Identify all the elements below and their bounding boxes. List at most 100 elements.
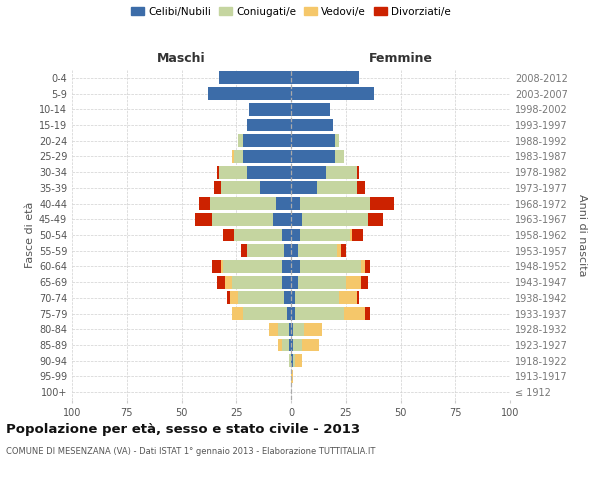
Bar <box>238 134 243 147</box>
Bar <box>275 197 291 210</box>
Text: Femmine: Femmine <box>368 52 433 65</box>
Bar <box>284 244 291 257</box>
Bar <box>361 276 368 288</box>
Bar <box>291 260 300 273</box>
Bar <box>357 166 359 178</box>
Bar <box>282 228 291 241</box>
Bar <box>370 197 394 210</box>
Bar <box>368 213 383 226</box>
Bar <box>219 166 247 178</box>
Bar <box>241 244 247 257</box>
Bar <box>298 276 346 288</box>
Bar <box>247 118 291 132</box>
Bar <box>247 244 284 257</box>
Bar <box>232 150 234 163</box>
Bar <box>269 323 278 336</box>
Bar <box>274 213 291 226</box>
Bar <box>278 323 289 336</box>
Bar <box>291 276 298 288</box>
Bar <box>223 260 282 273</box>
Bar <box>232 276 282 288</box>
Bar <box>291 307 295 320</box>
Bar <box>337 244 341 257</box>
Bar <box>293 323 304 336</box>
Bar <box>234 228 282 241</box>
Bar <box>291 228 300 241</box>
Bar <box>238 292 284 304</box>
Bar <box>365 260 370 273</box>
Bar <box>300 260 361 273</box>
Bar <box>295 292 339 304</box>
Bar <box>291 244 298 257</box>
Bar <box>289 323 291 336</box>
Bar <box>335 134 339 147</box>
Bar <box>230 292 238 304</box>
Bar <box>302 213 368 226</box>
Bar <box>243 307 287 320</box>
Bar <box>282 338 289 351</box>
Bar <box>199 197 210 210</box>
Bar <box>291 103 331 116</box>
Bar <box>221 182 260 194</box>
Bar <box>346 276 361 288</box>
Bar <box>293 354 295 367</box>
Bar <box>300 228 350 241</box>
Bar <box>194 213 212 226</box>
Text: COMUNE DI MESENZANA (VA) - Dati ISTAT 1° gennaio 2013 - Elaborazione TUTTITALIA.: COMUNE DI MESENZANA (VA) - Dati ISTAT 1°… <box>6 448 376 456</box>
Bar <box>291 213 302 226</box>
Y-axis label: Fasce di età: Fasce di età <box>25 202 35 268</box>
Bar <box>250 103 291 116</box>
Bar <box>291 338 293 351</box>
Bar <box>232 307 243 320</box>
Bar <box>214 182 221 194</box>
Bar <box>226 276 232 288</box>
Bar <box>291 370 293 383</box>
Text: Popolazione per età, sesso e stato civile - 2013: Popolazione per età, sesso e stato civil… <box>6 422 360 436</box>
Bar <box>212 260 221 273</box>
Bar <box>291 72 359 85</box>
Bar <box>291 134 335 147</box>
Bar <box>291 197 300 210</box>
Bar <box>291 182 317 194</box>
Bar <box>208 87 291 100</box>
Bar <box>210 197 275 210</box>
Bar <box>293 338 302 351</box>
Bar <box>291 118 332 132</box>
Bar <box>291 292 295 304</box>
Bar <box>300 197 370 210</box>
Bar <box>339 292 356 304</box>
Bar <box>291 150 335 163</box>
Bar <box>335 150 344 163</box>
Bar <box>284 292 291 304</box>
Bar <box>350 228 352 241</box>
Bar <box>295 354 302 367</box>
Bar <box>317 182 357 194</box>
Bar <box>260 182 291 194</box>
Bar <box>287 307 291 320</box>
Bar <box>357 182 365 194</box>
Bar <box>352 228 363 241</box>
Y-axis label: Anni di nascita: Anni di nascita <box>577 194 587 276</box>
Bar <box>357 292 359 304</box>
Bar <box>289 354 291 367</box>
Bar <box>217 276 226 288</box>
Bar <box>219 72 291 85</box>
Text: Maschi: Maschi <box>157 52 206 65</box>
Bar <box>278 338 282 351</box>
Bar <box>221 260 223 273</box>
Bar <box>223 228 234 241</box>
Bar <box>282 276 291 288</box>
Bar <box>291 87 374 100</box>
Bar <box>304 323 322 336</box>
Bar <box>291 323 293 336</box>
Bar <box>326 166 357 178</box>
Bar <box>243 150 291 163</box>
Bar <box>341 244 346 257</box>
Bar <box>217 166 219 178</box>
Bar <box>243 134 291 147</box>
Bar <box>247 166 291 178</box>
Bar <box>302 338 319 351</box>
Bar <box>298 244 337 257</box>
Bar <box>234 150 243 163</box>
Legend: Celibi/Nubili, Coniugati/e, Vedovi/e, Divorziati/e: Celibi/Nubili, Coniugati/e, Vedovi/e, Di… <box>127 2 455 21</box>
